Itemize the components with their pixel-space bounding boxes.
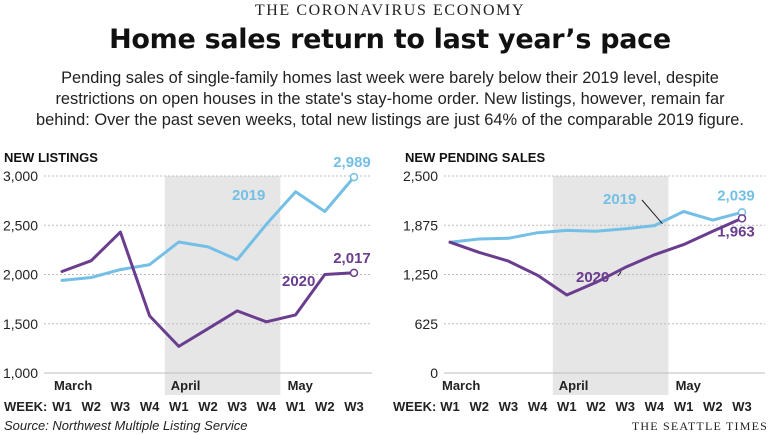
- end-value-label-2020: 2,017: [333, 250, 371, 267]
- month-label: May: [288, 378, 314, 393]
- month-label: April: [559, 378, 589, 393]
- series-label-2019: 2019: [603, 191, 636, 208]
- x-tick-label: W4: [140, 399, 160, 414]
- end-marker-2020: [349, 268, 359, 278]
- x-tick-label: W3: [732, 399, 752, 414]
- shaded-band: [164, 176, 281, 395]
- x-tick-label: W3: [227, 399, 247, 414]
- series-label-2020: 2020: [282, 273, 315, 290]
- x-tick-label: W3: [499, 399, 519, 414]
- y-tick-label: 1,500: [3, 316, 38, 332]
- end-marker-2019: [349, 172, 359, 182]
- x-tick-label: W3: [111, 399, 131, 414]
- month-label: March: [442, 378, 480, 393]
- y-tick-label: 1,000: [3, 365, 38, 381]
- x-tick-label: W1: [557, 399, 577, 414]
- end-value-label-2020: 1,963: [717, 223, 755, 240]
- x-tick-label: W4: [528, 399, 548, 414]
- x-tick-label: W1: [440, 399, 460, 414]
- week-prefix: WEEK:: [393, 399, 436, 414]
- x-tick-label: W3: [615, 399, 635, 414]
- x-tick-label: W4: [645, 399, 665, 414]
- leader-line: [617, 271, 622, 277]
- x-tick-label: W1: [286, 399, 306, 414]
- x-tick-label: W2: [469, 399, 489, 414]
- x-tick-label: W2: [586, 399, 606, 414]
- x-tick-label: W2: [81, 399, 101, 414]
- x-tick-label: W2: [703, 399, 723, 414]
- credit-line: THE SEATTLE TIMES: [631, 419, 768, 433]
- end-value-label-2019: 2,989: [333, 154, 371, 171]
- summary-line: restrictions on open houses in the state…: [55, 90, 725, 108]
- end-marker-2020: [737, 214, 747, 223]
- x-tick-label: W3: [344, 399, 364, 414]
- series-label-2020: 2020: [576, 269, 609, 286]
- series-line-2020: [448, 216, 744, 297]
- y-tick-label: 1,875: [403, 217, 438, 233]
- month-label: March: [54, 378, 92, 393]
- week-prefix: WEEK:: [4, 399, 47, 414]
- end-value-label-2019: 2,039: [717, 187, 755, 204]
- y-tick-label: 0: [430, 365, 438, 381]
- series-line-2020: [60, 230, 356, 348]
- leader-line: [641, 199, 663, 224]
- summary-line: behind: Over the past seven weeks, total…: [36, 111, 744, 129]
- y-tick-label: 3,000: [3, 168, 38, 184]
- month-label: May: [676, 378, 702, 393]
- kicker: THE CORONAVIRUS ECONOMY: [254, 2, 526, 19]
- y-tick-label: 2,500: [403, 168, 438, 184]
- x-tick-label: W2: [315, 399, 335, 414]
- shaded-band: [552, 176, 669, 395]
- source-note: Source: Northwest Multiple Listing Servi…: [4, 418, 248, 433]
- x-tick-label: W1: [674, 399, 694, 414]
- y-tick-label: 1,250: [403, 267, 438, 283]
- month-label: April: [171, 378, 201, 393]
- x-tick-label: W4: [257, 399, 277, 414]
- series-label-2019: 2019: [232, 187, 265, 204]
- y-tick-label: 2,000: [3, 267, 38, 283]
- summary: Pending sales of single-family homes las…: [0, 68, 780, 131]
- chart-title: NEW PENDING SALES: [405, 150, 545, 165]
- x-tick-label: W1: [52, 399, 72, 414]
- chart-title: NEW LISTINGS: [4, 150, 98, 165]
- x-tick-label: W1: [169, 399, 189, 414]
- summary-line: Pending sales of single-family homes las…: [61, 69, 719, 87]
- headline: Home sales return to last year’s pace: [109, 24, 671, 55]
- series-line-2019: [448, 210, 744, 244]
- y-tick-label: 2,500: [3, 217, 38, 233]
- y-tick-label: 625: [415, 316, 439, 332]
- series-line-2019: [60, 175, 356, 282]
- x-tick-label: W2: [198, 399, 218, 414]
